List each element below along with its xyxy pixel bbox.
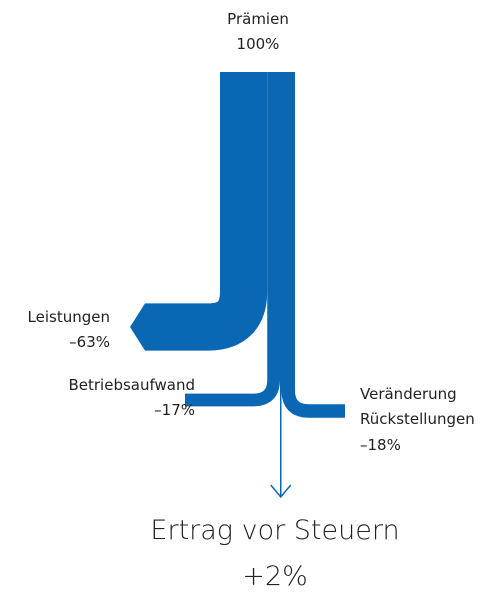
flow-value: +2% xyxy=(242,561,308,592)
arrowhead xyxy=(270,484,292,499)
flow-name: Betriebsaufwand xyxy=(68,376,195,394)
flow xyxy=(185,72,280,407)
source-name: Prämien xyxy=(227,10,289,28)
flow-value: –63% xyxy=(69,333,110,351)
arrowhead xyxy=(130,303,145,351)
flow-name: Veränderung Rückstellungen xyxy=(360,385,475,428)
source-value: 100% xyxy=(236,35,280,53)
flow xyxy=(145,72,268,351)
flow-name: Leistungen xyxy=(27,308,110,326)
flow xyxy=(281,72,345,418)
flow-value: –18% xyxy=(360,436,401,454)
flow-name: Ertrag vor Steuern xyxy=(150,515,400,546)
flow-value: –17% xyxy=(154,401,195,419)
